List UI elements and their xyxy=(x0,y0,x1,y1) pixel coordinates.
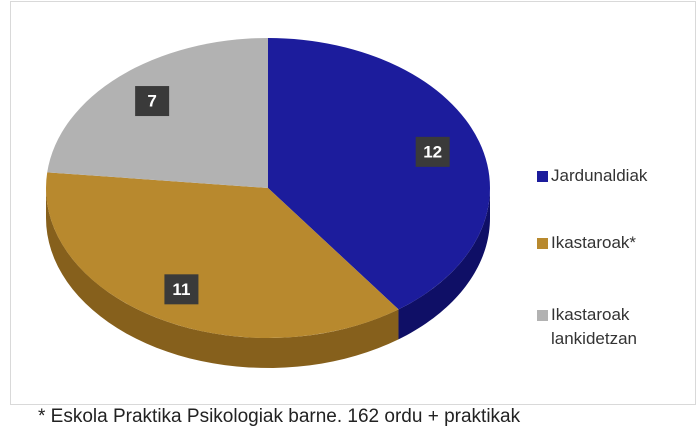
label-box xyxy=(164,274,199,305)
legend-swatch xyxy=(537,238,548,249)
label-box xyxy=(135,86,170,117)
legend-item: Jardunaldiak xyxy=(537,164,687,188)
legend-swatch xyxy=(537,310,548,321)
data-label: 7 xyxy=(147,92,156,111)
slice-side xyxy=(398,188,490,340)
chart-frame xyxy=(10,1,696,405)
legend-label: Ikastaroak* xyxy=(551,233,637,252)
legend-swatch xyxy=(537,171,548,182)
footnote: * Eskola Praktika Psikologiak barne. 162… xyxy=(38,406,521,427)
data-label: 12 xyxy=(423,142,442,161)
slice-side xyxy=(46,188,399,368)
label-box xyxy=(415,136,450,167)
pie-slice xyxy=(46,172,399,338)
data-label: 11 xyxy=(172,280,190,299)
legend-label: Ikastaroak lankidetzan xyxy=(551,305,638,348)
pie-slice xyxy=(268,38,490,310)
legend-label: Jardunaldiak xyxy=(551,166,648,185)
legend-item: Ikastaroak* xyxy=(537,231,687,255)
legend-item: Ikastaroak lankidetzan xyxy=(537,303,687,351)
